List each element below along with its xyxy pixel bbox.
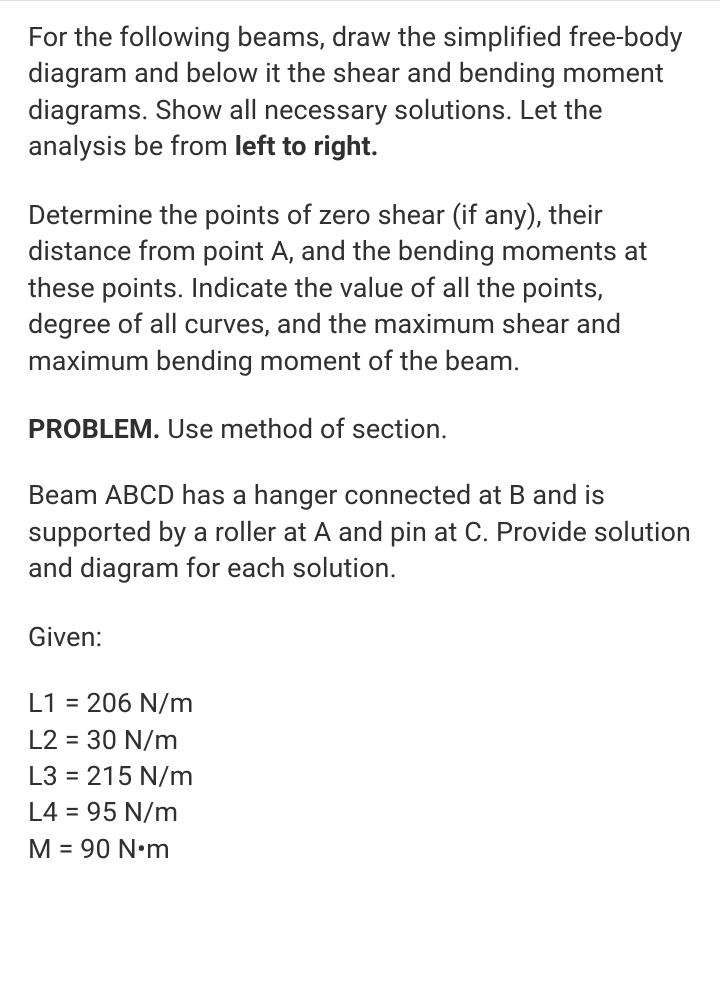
given-values-list: L1 = 206 N/m L2 = 30 N/m L3 = 215 N/m L4…: [28, 685, 692, 867]
problem-label: PROBLEM.: [28, 413, 161, 445]
paragraph-instructions-1: For the following beams, draw the simpli…: [28, 19, 692, 165]
given-label: Given:: [28, 619, 692, 655]
paragraph-instructions-2: Determine the points of zero shear (if a…: [28, 197, 692, 379]
problem-page: For the following beams, draw the simpli…: [0, 0, 720, 981]
given-L1: L1 = 206 N/m: [28, 685, 692, 721]
given-L2: L2 = 30 N/m: [28, 722, 692, 758]
paragraph-beam-description: Beam ABCD has a hanger connected at B an…: [28, 477, 692, 586]
p4-text: Beam ABCD has a hanger connected at B an…: [28, 479, 691, 584]
p1-bold: left to right.: [235, 130, 379, 162]
given-L3: L3 = 215 N/m: [28, 758, 692, 794]
given-M: M = 90 N•m: [28, 831, 692, 867]
p2-text: Determine the points of zero shear (if a…: [28, 199, 648, 377]
paragraph-problem-label: PROBLEM. Use method of section.: [28, 411, 692, 447]
problem-method: Use method of section.: [161, 413, 448, 445]
given-L4: L4 = 95 N/m: [28, 794, 692, 830]
given-label-text: Given:: [28, 621, 102, 653]
